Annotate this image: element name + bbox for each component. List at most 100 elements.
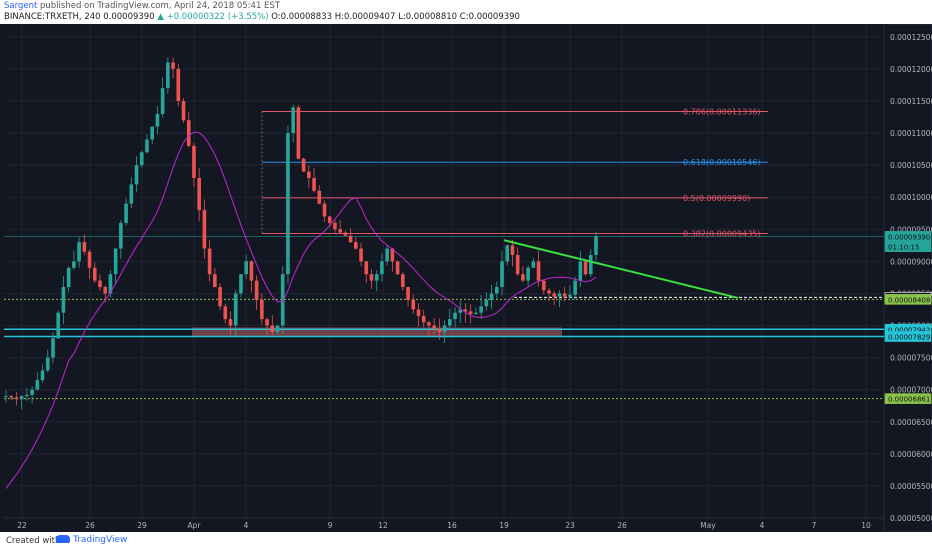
candle-body [40, 370, 45, 381]
candle-body [291, 107, 295, 134]
y-tick-label: 0.00012000 [890, 65, 932, 74]
y-tick-label: 0.00006000 [890, 450, 932, 459]
low-label: L: [398, 12, 406, 22]
candle-body [307, 171, 311, 178]
x-tick-label: 16 [447, 521, 457, 530]
x-tick-label: 26 [617, 521, 627, 530]
y-tick-label: 0.00005500 [890, 482, 932, 491]
close-label: C: [459, 12, 469, 22]
open-label: O: [271, 12, 281, 22]
price-change: +0.00000322 (+3.55%) [166, 12, 269, 22]
candle-body [380, 261, 384, 275]
price-tag [884, 241, 932, 252]
candle-body [249, 261, 254, 281]
tradingview-logo[interactable]: TradingView [56, 535, 127, 545]
candle-body [233, 293, 238, 326]
candle-body [354, 242, 358, 249]
x-tick-label: 22 [17, 521, 27, 530]
candle-body [66, 267, 71, 288]
candle-body [77, 242, 81, 262]
chart-background [0, 24, 932, 532]
candle-body [573, 280, 577, 295]
candle-body [207, 248, 212, 275]
candle-body [333, 222, 337, 230]
candle-body [312, 177, 316, 191]
candle-body [166, 62, 170, 89]
candle-body [432, 325, 436, 329]
candle-body [401, 274, 405, 288]
candle-body [98, 280, 102, 288]
candle-body [427, 322, 431, 326]
candle-body [87, 251, 92, 268]
high-label: H: [334, 12, 344, 22]
candle-body [541, 280, 546, 291]
candle-body [113, 248, 118, 275]
candle-body [416, 309, 421, 316]
candle-body [411, 299, 416, 310]
candle-body [134, 165, 139, 185]
candle-body [562, 293, 567, 297]
candle-body [19, 396, 24, 400]
x-tick-label: 9 [328, 521, 333, 530]
published-text: published on TradingView.com, April 24, … [37, 1, 281, 11]
price-tag-label: 0.00007942 [888, 326, 930, 334]
candle-body [515, 254, 520, 275]
y-tick-label: 0.00010000 [890, 193, 932, 202]
candle-body [557, 293, 562, 297]
fib-level-label: 0.786(0.00011336) [683, 108, 761, 117]
candle-body [338, 229, 342, 233]
candle-body [192, 145, 196, 178]
candle-body [213, 274, 217, 288]
candle-body [348, 235, 353, 243]
candle-body [474, 312, 478, 314]
candle-body [421, 315, 426, 323]
candle-body [103, 287, 108, 294]
candle-body [56, 312, 61, 339]
author-link[interactable]: Sargent [4, 1, 38, 11]
y-tick-label: 0.00011500 [890, 97, 932, 106]
y-tick-label: 0.00006500 [890, 418, 932, 427]
candle-body [61, 287, 66, 313]
price-tag-label: 0.00009390 [888, 233, 930, 241]
candle-body [51, 338, 55, 358]
candle-body [155, 113, 160, 127]
fib-level-label: 0.618(0.00010546) [683, 158, 761, 167]
x-tick-label: 10 [861, 521, 871, 530]
candle-body [468, 311, 473, 314]
x-tick-label: 4 [760, 521, 765, 530]
close-value: 0.00009390 [468, 12, 520, 22]
candle-body [82, 242, 87, 252]
candle-body [92, 267, 97, 281]
candle-body [181, 100, 186, 121]
candle-body [359, 248, 363, 262]
symbol-info: BINANCE:TRXETH, 240 0.00009390 ▲ +0.0000… [4, 12, 520, 22]
candle-body [536, 261, 541, 281]
candle-body [45, 357, 50, 371]
candle-body [385, 248, 389, 262]
candle-body [260, 299, 264, 320]
candle-body [494, 287, 499, 294]
candle-body [265, 319, 269, 326]
candle-body [510, 245, 515, 255]
candle-body [254, 280, 259, 300]
y-tick-label: 0.00011000 [890, 129, 932, 138]
candle-body [139, 152, 144, 166]
candle-body [484, 299, 489, 307]
price-chart[interactable]: 0.00012500 0.00012000 0.00011500 0.00011000… [0, 24, 932, 532]
x-tick-label: 4 [244, 521, 249, 530]
high-value: 0.00009407 [344, 12, 396, 22]
x-tick-label: 29 [137, 521, 147, 530]
price-axis [883, 24, 932, 532]
candle-body [479, 306, 483, 313]
candle-body [489, 293, 494, 300]
price-tag-label: 0.00008408 [888, 296, 930, 304]
candle-body [406, 287, 410, 300]
fib-level-label: 0.5(0.00009990) [683, 194, 750, 203]
y-tick-label: 0.00007500 [890, 354, 932, 363]
candle-body [197, 177, 201, 211]
created-with-text: Created with [6, 536, 61, 546]
price-tag-label: 01:10:15 [888, 244, 919, 252]
x-tick-label: 12 [378, 521, 388, 530]
candle-body [578, 261, 583, 281]
candle-body [374, 274, 379, 281]
